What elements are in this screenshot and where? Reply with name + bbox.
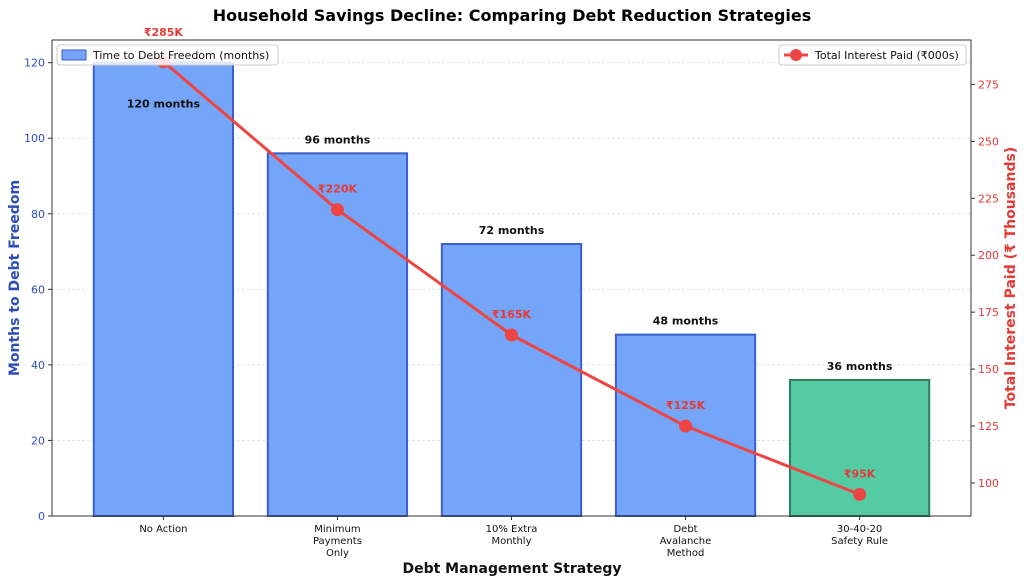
chart-title: Household Savings Decline: Comparing Deb… — [213, 6, 812, 25]
line-point — [679, 419, 693, 433]
left-tick-label: 100 — [24, 132, 45, 145]
right-axis: 100 125 150 175 200 225 250 275 — [971, 78, 999, 490]
line-value-label: ₹285K — [144, 26, 184, 39]
data-labels: 120 months 96 months 72 months 48 months 36 … — [127, 26, 893, 480]
left-tick-label: 40 — [31, 359, 45, 372]
bar-value-label: 72 months — [479, 224, 545, 237]
right-tick-label: 200 — [978, 249, 999, 262]
right-tick-label: 225 — [978, 192, 999, 205]
legend-bar-label: Time to Debt Freedom (months) — [92, 49, 269, 62]
legend-line-label: Total Interest Paid (₹000s) — [814, 49, 959, 62]
bar — [266, 152, 409, 517]
line-value-label: ₹125K — [666, 399, 706, 412]
line-value-label: ₹220K — [318, 183, 358, 196]
bars — [92, 61, 931, 518]
legend-bar-swatch — [61, 49, 87, 61]
bar — [440, 243, 583, 517]
line-value-label: ₹165K — [492, 308, 532, 321]
legend-line-marker — [790, 49, 802, 61]
right-tick-label: 275 — [978, 78, 999, 91]
line-value-label: ₹95K — [844, 467, 876, 480]
bar-value-label: 36 months — [827, 360, 893, 373]
left-tick-label: 120 — [24, 57, 45, 70]
right-tick-label: 175 — [978, 306, 999, 319]
right-tick-label: 125 — [978, 420, 999, 433]
x-tick-label: Only — [326, 548, 349, 559]
right-axis-label: Total Interest Paid (₹ Thousands) — [1003, 147, 1019, 409]
line-point — [330, 203, 344, 217]
x-tick-label: Method — [667, 548, 705, 559]
line-point — [853, 487, 867, 501]
bar-value-label: 96 months — [305, 133, 371, 146]
left-tick-label: 20 — [31, 434, 45, 447]
x-tick-label: Avalanche — [660, 536, 712, 547]
right-tick-label: 150 — [978, 363, 999, 376]
left-tick-label: 0 — [38, 510, 45, 523]
x-axis-label: Debt Management Strategy — [402, 561, 621, 577]
legend-line[interactable]: Total Interest Paid (₹000s) — [778, 44, 967, 66]
x-tick-label: 10% Extra — [486, 524, 538, 535]
left-axis-label: Months to Debt Freedom — [7, 180, 23, 376]
x-tick-label: No Action — [139, 524, 187, 535]
right-tick-label: 100 — [978, 477, 999, 490]
left-axis: 0 20 40 60 80 100 120 — [24, 57, 52, 523]
x-tick-label: Debt — [673, 524, 697, 535]
legend-bar[interactable]: Time to Debt Freedom (months) — [56, 44, 279, 66]
bar — [92, 61, 235, 518]
left-tick-label: 80 — [31, 208, 45, 221]
bar-value-label: 48 months — [653, 315, 719, 328]
right-tick-label: 250 — [978, 135, 999, 148]
x-tick-label: Minimum — [314, 524, 360, 535]
line-point — [505, 328, 518, 342]
left-tick-label: 60 — [31, 283, 45, 296]
bar-value-label: 120 months — [127, 98, 201, 111]
x-tick-label: Safety Rule — [831, 536, 888, 547]
x-tick-label: Payments — [313, 536, 362, 547]
x-tick-label: Monthly — [491, 536, 531, 547]
x-tick-label: 30-40-20 — [837, 524, 882, 535]
